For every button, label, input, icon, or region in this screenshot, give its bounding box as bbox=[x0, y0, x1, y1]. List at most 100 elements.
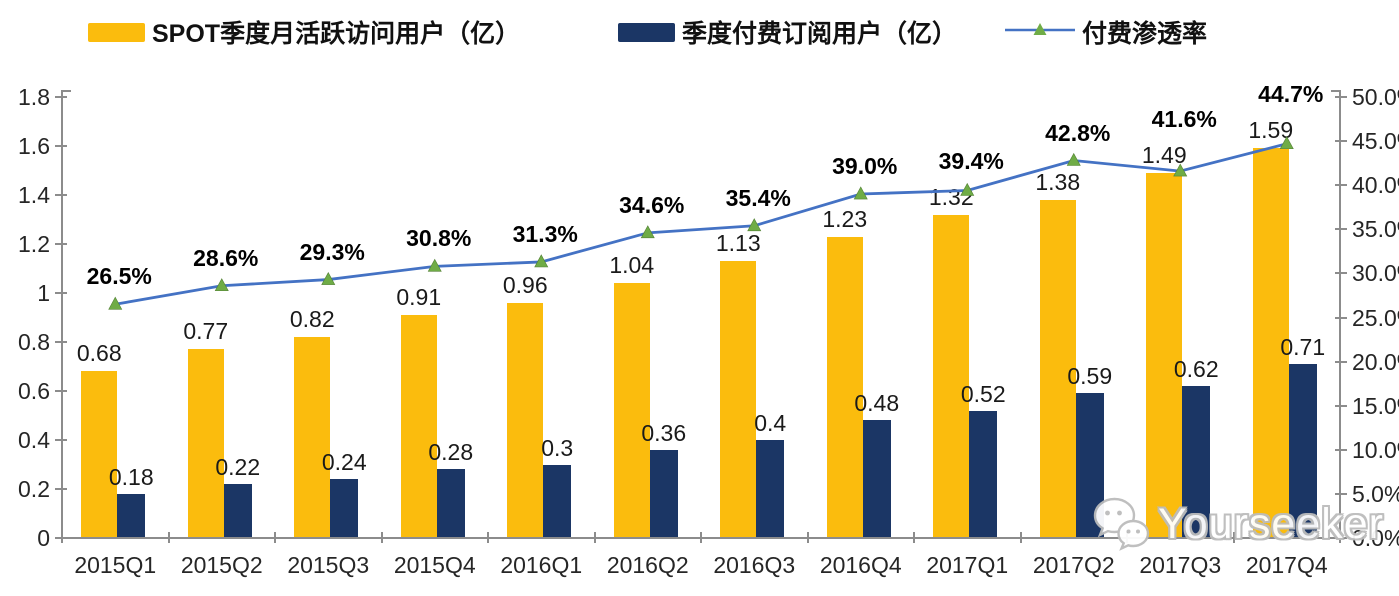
x-axis-tick bbox=[380, 532, 383, 543]
bar-label-mau: 1.32 bbox=[928, 183, 974, 210]
y-axis-left-tick-label: 1.8 bbox=[18, 84, 50, 110]
x-axis-tick bbox=[806, 532, 809, 543]
bar-label-subscribers: 0.48 bbox=[854, 390, 900, 417]
bar-label-mau: 0.96 bbox=[502, 271, 548, 298]
bar-label-subscribers: 0.4 bbox=[754, 410, 787, 436]
line-point-label-penetration: 31.3% bbox=[512, 220, 578, 247]
y-axis-left-tick-label: 0.8 bbox=[18, 329, 50, 355]
x-axis-tick bbox=[167, 532, 170, 543]
bar-label-subscribers: 0.3 bbox=[541, 434, 574, 461]
legend-label-mau: SPOT季度月活跃访问用户（亿） bbox=[152, 20, 521, 48]
y-axis-left-tick-label: 0.6 bbox=[18, 378, 50, 404]
y-axis-left-tick-label: 0.2 bbox=[18, 476, 50, 502]
y-axis-right-tick bbox=[1335, 316, 1347, 319]
x-axis-category-label: 2015Q3 bbox=[287, 552, 370, 578]
bar-label-subscribers: 0.52 bbox=[960, 380, 1006, 407]
line-point-label-penetration: 29.3% bbox=[299, 238, 365, 265]
legend-item-penetration: 付费渗透率 bbox=[1005, 15, 1207, 49]
y-axis-left-tick bbox=[55, 390, 67, 392]
bar-label-mau: 1.23 bbox=[822, 205, 868, 232]
x-axis-tick bbox=[274, 532, 276, 543]
x-axis-tick bbox=[1019, 532, 1022, 543]
bar-label-subscribers: 0.62 bbox=[1173, 356, 1219, 383]
y-axis-left-tick-label: 1.6 bbox=[18, 133, 50, 159]
line-point-label-penetration: 39.4% bbox=[938, 147, 1004, 174]
x-axis-tick bbox=[487, 532, 489, 543]
x-axis-category-label: 2017Q4 bbox=[1245, 552, 1328, 578]
y-axis-right-tick bbox=[1335, 184, 1347, 187]
bar-label-mau: 1.49 bbox=[1141, 141, 1187, 168]
penetration-line bbox=[115, 142, 1288, 306]
bar-label-mau: 1.13 bbox=[715, 230, 761, 257]
bar-label-mau: 1.59 bbox=[1248, 117, 1294, 144]
legend-label-penetration: 付费渗透率 bbox=[1082, 20, 1208, 48]
bar-mau-2017Q3 bbox=[1146, 172, 1183, 537]
bar-mau-2015Q1 bbox=[81, 371, 118, 537]
x-axis-category-label: 2016Q2 bbox=[606, 552, 689, 578]
x-axis-category-label: 2016Q1 bbox=[500, 552, 583, 578]
line-point-label-penetration: 39.0% bbox=[832, 153, 898, 180]
x-axis-tick bbox=[1339, 532, 1341, 543]
y-axis-right-tick bbox=[1335, 492, 1347, 495]
x-axis-tick bbox=[61, 532, 63, 543]
y-axis-left-tick-label: 1 bbox=[37, 280, 50, 306]
x-axis bbox=[61, 537, 1347, 539]
line-point-label-penetration: 34.6% bbox=[619, 191, 685, 218]
y-axis-left-tick-label: 0.4 bbox=[18, 427, 50, 453]
penetration-marker-triangle bbox=[747, 218, 762, 232]
penetration-marker-triangle bbox=[1066, 152, 1081, 166]
y-axis-left-tick bbox=[55, 194, 67, 196]
x-axis-category-label: 2016Q3 bbox=[713, 552, 796, 578]
x-axis-tick bbox=[593, 532, 596, 543]
x-axis-tick bbox=[700, 532, 702, 543]
y-axis-left-tick-label: 0 bbox=[37, 525, 50, 551]
bar-subscribers-2017Q2 bbox=[1075, 393, 1104, 537]
bar-subscribers-2017Q4 bbox=[1288, 364, 1317, 537]
y-axis-right-tick-label: 15.0% bbox=[1352, 392, 1399, 419]
bar-mau-2015Q4 bbox=[400, 315, 437, 537]
penetration-marker-triangle bbox=[534, 254, 549, 268]
legend-item-mau: SPOT季度月活跃访问用户（亿） bbox=[88, 15, 520, 49]
bar-subscribers-2015Q1 bbox=[117, 493, 146, 537]
bar-subscribers-2015Q4 bbox=[436, 469, 465, 537]
y-axis-right bbox=[1339, 90, 1341, 538]
y-axis-right-tick-label: 30.0% bbox=[1352, 260, 1399, 287]
y-axis-right-tick-label: 45.0% bbox=[1352, 128, 1399, 155]
y-axis-left-tick-label: 1.4 bbox=[18, 182, 50, 208]
legend-swatch-penetration-line bbox=[1005, 21, 1075, 44]
y-axis-right-tick bbox=[1335, 404, 1347, 407]
penetration-marker-triangle bbox=[214, 278, 229, 292]
y-axis-left-tick bbox=[55, 243, 67, 245]
y-axis-left-tick-label: 1.2 bbox=[18, 231, 50, 257]
y-axis-right-tick-label: 10.0% bbox=[1352, 436, 1399, 463]
y-axis-left-tick bbox=[55, 341, 67, 343]
bar-subscribers-2016Q1 bbox=[543, 464, 572, 537]
bar-subscribers-2016Q4 bbox=[862, 420, 891, 537]
x-axis-category-label: 2017Q3 bbox=[1139, 552, 1222, 578]
bar-mau-2016Q4 bbox=[826, 236, 863, 537]
line-point-label-penetration: 28.6% bbox=[193, 244, 259, 271]
y-axis-right-tick-label: 40.0% bbox=[1352, 172, 1399, 199]
y-axis-right-tick-label: 20.0% bbox=[1352, 348, 1399, 375]
x-axis-category-label: 2017Q2 bbox=[1032, 552, 1115, 578]
x-axis-category-label: 2015Q1 bbox=[74, 552, 157, 578]
bar-label-subscribers: 0.22 bbox=[215, 454, 261, 481]
bar-mau-2017Q1 bbox=[933, 214, 970, 537]
penetration-marker-triangle bbox=[108, 296, 123, 310]
bar-label-mau: 0.68 bbox=[76, 340, 122, 367]
bar-label-mau: 0.91 bbox=[396, 284, 442, 311]
line-point-label-penetration: 30.8% bbox=[406, 225, 472, 252]
x-axis-category-label: 2017Q1 bbox=[926, 552, 1009, 578]
y-axis-left-tick bbox=[55, 96, 67, 98]
bar-subscribers-2016Q2 bbox=[649, 449, 678, 537]
y-axis-right-tick bbox=[1335, 537, 1347, 539]
bar-label-subscribers: 0.71 bbox=[1280, 334, 1326, 361]
bar-subscribers-2017Q1 bbox=[969, 410, 998, 537]
legend-swatch-mau-bar bbox=[88, 22, 145, 42]
x-axis-category-label: 2016Q4 bbox=[819, 552, 902, 578]
bar-subscribers-2015Q3 bbox=[330, 479, 359, 537]
bar-label-subscribers: 0.59 bbox=[1067, 363, 1113, 390]
x-axis-tick bbox=[913, 532, 915, 543]
